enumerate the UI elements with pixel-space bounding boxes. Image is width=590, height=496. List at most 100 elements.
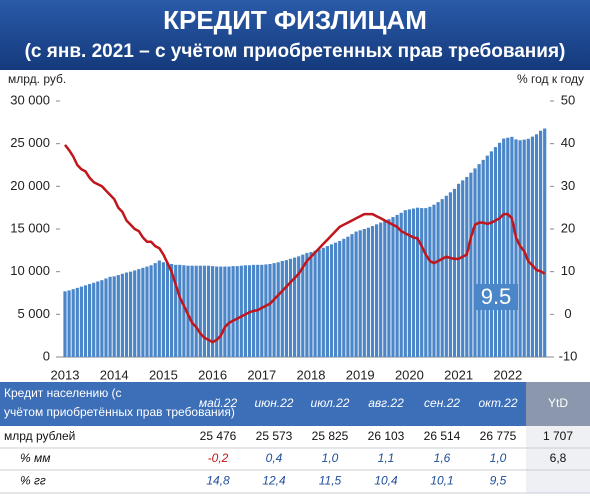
- bar: [387, 219, 391, 357]
- y2-tick-label: 40: [561, 135, 575, 150]
- bar: [539, 130, 543, 357]
- table-header-cell: сен.22: [424, 396, 460, 410]
- bar: [452, 188, 457, 357]
- bar: [239, 265, 243, 357]
- bar: [141, 267, 145, 357]
- bar: [407, 209, 411, 357]
- bar: [370, 226, 375, 357]
- bar: [469, 172, 473, 357]
- bar: [379, 222, 383, 357]
- bar: [350, 234, 354, 357]
- bar: [506, 137, 510, 357]
- bar: [231, 266, 235, 357]
- table-cell: 1,0: [490, 451, 507, 465]
- table-header-cell: Кредит населению (с учётом приобретённых …: [4, 386, 235, 419]
- bar: [530, 136, 534, 357]
- bar: [112, 276, 116, 357]
- bar: [129, 271, 133, 357]
- bar: [243, 265, 247, 357]
- bar: [493, 147, 498, 357]
- table-cell: 1,0: [322, 451, 339, 465]
- bar: [510, 136, 514, 357]
- bar: [198, 265, 202, 357]
- bar: [293, 257, 297, 357]
- bar: [338, 240, 342, 357]
- bar: [149, 265, 153, 357]
- y2-tick-label: 10: [561, 263, 575, 278]
- table-row-label: млрд рублей: [4, 429, 75, 443]
- bar: [358, 230, 362, 357]
- bar: [186, 265, 190, 357]
- table-cell: 12,4: [262, 474, 286, 488]
- chart-subtitle: (с янв. 2021 – с учётом приобретенных пр…: [25, 41, 566, 62]
- bar: [194, 265, 198, 357]
- x-tick-label: 2021: [444, 367, 473, 382]
- bar: [461, 180, 465, 357]
- bar: [465, 176, 469, 357]
- bar: [145, 266, 149, 357]
- x-tick-label: 2022: [493, 367, 522, 382]
- table-header-cell: окт.22: [478, 396, 517, 410]
- table-cell: 25 476: [200, 429, 237, 443]
- bar: [223, 266, 227, 357]
- bar: [219, 266, 223, 357]
- header-band: [0, 0, 590, 70]
- bar: [498, 142, 502, 357]
- bar: [206, 265, 211, 357]
- y2-tick-label: -10: [559, 348, 578, 363]
- bar: [342, 238, 346, 357]
- bar: [137, 269, 141, 357]
- table-ytd-col: [526, 426, 590, 493]
- bar: [514, 139, 518, 357]
- y2-tick-label: 30: [561, 178, 575, 193]
- table-cell: -0,2: [208, 451, 229, 465]
- bar: [317, 249, 321, 357]
- bar: [83, 285, 88, 357]
- bar: [288, 258, 293, 357]
- table-cell: 10,1: [430, 474, 453, 488]
- table-row-label: % гг: [20, 474, 46, 488]
- bar: [309, 252, 313, 357]
- table-cell: 6,8: [550, 451, 567, 465]
- bar: [436, 202, 440, 357]
- bar: [157, 260, 161, 357]
- x-tick-label: 2020: [395, 367, 424, 382]
- bar: [260, 264, 264, 357]
- bar: [543, 128, 547, 357]
- bar: [375, 224, 379, 357]
- table-row-label: % мм: [20, 451, 50, 465]
- bar: [63, 291, 67, 357]
- x-tick-label: 2015: [149, 367, 178, 382]
- bar: [416, 207, 420, 357]
- table-cell: 26 103: [368, 429, 405, 443]
- bar: [182, 265, 186, 357]
- x-tick-label: 2016: [198, 367, 227, 382]
- bar: [174, 264, 178, 357]
- table-cell: 1 707: [543, 429, 573, 443]
- y-tick-label: 20 000: [10, 178, 50, 193]
- table-header-cell: авг.22: [368, 396, 404, 410]
- table-header-band: [0, 382, 590, 426]
- bar: [473, 168, 477, 357]
- bar: [104, 278, 108, 357]
- bar: [284, 260, 288, 357]
- y2-tick-label: 0: [564, 306, 571, 321]
- bar: [92, 282, 96, 357]
- y-tick-label: 30 000: [10, 92, 50, 107]
- bar: [346, 236, 350, 357]
- bar: [362, 229, 366, 357]
- y-tick-label: 25 000: [10, 135, 50, 150]
- table-header-cell: июл.22: [311, 396, 350, 410]
- bar: [75, 287, 79, 357]
- bar: [202, 265, 206, 357]
- bar: [133, 270, 137, 357]
- bar: [522, 139, 526, 357]
- bar: [161, 262, 165, 357]
- table-header-cell: YtD: [548, 396, 568, 410]
- table-cell: 25 825: [312, 429, 349, 443]
- bar: [420, 208, 424, 357]
- bar: [403, 210, 407, 357]
- bar: [395, 214, 399, 357]
- y2-tick-label: 20: [561, 220, 575, 235]
